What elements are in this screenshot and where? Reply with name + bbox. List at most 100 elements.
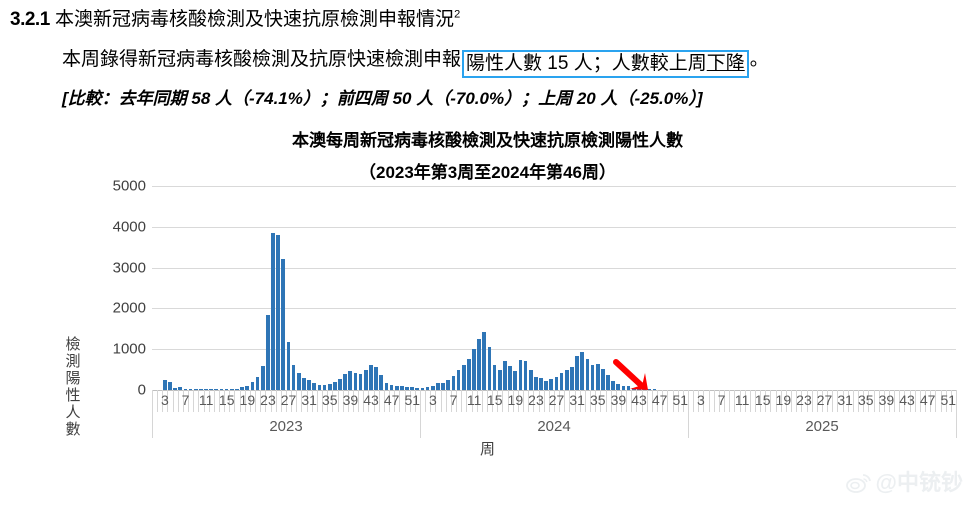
section-number: 3.2.1: [10, 9, 50, 30]
x-axis-tickmark: [270, 390, 272, 412]
x-axis-tickmark: [765, 390, 767, 412]
x-axis-tickmark: [322, 390, 324, 412]
x-axis-tickmark: [749, 390, 751, 412]
x-axis-tickmark: [621, 390, 622, 412]
bar: [611, 381, 615, 390]
x-axis-tickmark: [208, 390, 210, 412]
x-axis-tickmark: [651, 390, 653, 412]
x-axis-tickmark: [605, 390, 607, 412]
x-axis-tickmark: [569, 390, 571, 412]
x-axis-tickmark: [894, 390, 896, 412]
x-axis-tickmark: [445, 390, 447, 412]
x-axis-tickmark: [162, 390, 164, 412]
x-axis-tickmark: [899, 390, 901, 412]
x-axis-tickmark: [780, 390, 782, 412]
x-axis-tickmark: [842, 390, 844, 412]
weibo-icon: [845, 473, 872, 499]
bar: [209, 389, 213, 390]
bar: [199, 389, 203, 390]
bar: [456, 370, 461, 390]
x-axis-tickmark: [806, 390, 808, 412]
x-axis-tick-label: 15: [218, 392, 235, 408]
bar: [168, 382, 172, 390]
x-axis-tick-label: 39: [342, 392, 359, 408]
bar: [229, 389, 234, 390]
comparison-line: [比較：去年同期 58 人（-74.1%）；前四周 50 人（-70.0%）；上…: [62, 89, 703, 108]
x-axis-tickmark: [909, 390, 911, 412]
bar: [621, 385, 626, 390]
gridline: [152, 349, 956, 351]
x-axis-tickmark: [157, 390, 159, 412]
x-axis-tickmark: [724, 390, 726, 412]
x-axis-tickmark: [378, 390, 380, 412]
bar: [497, 370, 502, 390]
x-axis-tickmark: [373, 390, 375, 412]
bar: [322, 385, 327, 390]
bar: [482, 331, 487, 390]
bar: [580, 352, 585, 390]
bar: [312, 382, 317, 390]
x-axis-tickmark: [816, 390, 818, 412]
bar: [394, 385, 399, 390]
bar: [647, 389, 652, 390]
x-axis-tickmark: [260, 390, 262, 412]
bar: [219, 389, 224, 390]
x-axis-tickmark: [440, 390, 442, 412]
x-axis-tickmark: [775, 390, 777, 412]
x-axis-tickmark: [590, 390, 592, 412]
x-axis-tickmark: [502, 390, 504, 412]
x-axis-tick-label: 51: [672, 392, 689, 408]
x-axis-tickmark: [528, 390, 530, 412]
x-axis-tick-label: 35: [858, 392, 874, 408]
highlight-count-text: 陽性人數 15 人；人數較上周: [466, 53, 707, 74]
bar: [307, 379, 311, 390]
y-axis-tick-label: 0: [137, 381, 146, 399]
paragraph-lead-text: 本周錄得新冠病毒核酸檢測及抗原快速檢測申報: [62, 49, 462, 70]
bar: [317, 385, 322, 390]
x-axis-tickmark: [409, 390, 411, 412]
x-axis-tickmark: [239, 390, 241, 412]
x-axis-tick-label: 11: [198, 392, 214, 408]
bar: [384, 383, 389, 390]
x-axis-tick-label: 7: [449, 392, 458, 408]
plot-area: [152, 186, 956, 390]
bar: [327, 383, 332, 390]
x-axis-tick-label: 23: [796, 392, 812, 408]
bar: [554, 376, 559, 390]
x-axis-tickmark: [188, 390, 190, 412]
bar: [425, 387, 430, 390]
bar: [570, 367, 574, 390]
x-axis-tickmark: [698, 390, 700, 412]
x-axis-tickmark: [481, 390, 483, 412]
gridline: [152, 226, 956, 228]
x-axis-tickmark: [383, 390, 385, 412]
x-axis-tickmark: [316, 390, 318, 412]
x-axis-tickmark: [461, 390, 463, 412]
x-axis-tickmark: [796, 390, 798, 412]
x-axis-tick-label: 7: [181, 392, 190, 408]
gridline: [152, 308, 956, 310]
bar: [451, 376, 456, 390]
chart-title-line1: 本澳每周新冠病毒核酸檢測及快速抗原檢測陽性人數: [292, 131, 683, 150]
x-axis-tickmark: [543, 390, 545, 412]
y-axis-tick-label: 1000: [112, 340, 146, 358]
x-axis-tickmark: [822, 390, 823, 412]
x-axis-tickmark: [755, 390, 756, 412]
bar: [224, 389, 229, 390]
bar: [595, 363, 600, 390]
bar: [405, 386, 409, 390]
x-axis-tickmark: [925, 390, 927, 412]
bar: [472, 348, 476, 390]
x-axis-tickmark: [435, 390, 437, 412]
y-axis-tick-label: 5000: [112, 177, 146, 195]
bar: [271, 232, 275, 390]
x-axis-tickmark: [177, 390, 179, 412]
x-axis-tickmark: [646, 390, 648, 412]
bar: [441, 382, 445, 390]
bar: [461, 364, 466, 390]
x-axis-tickmark: [280, 390, 282, 412]
bar: [518, 359, 523, 390]
x-axis-tickmark: [404, 390, 406, 412]
x-axis-tickmark: [868, 390, 870, 412]
x-axis-tickmark: [677, 390, 679, 412]
